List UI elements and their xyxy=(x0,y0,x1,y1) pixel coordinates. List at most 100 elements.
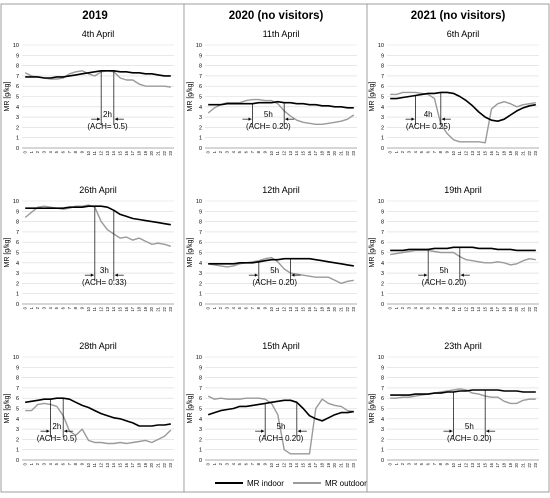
y-tick-label: 8 xyxy=(199,376,202,382)
annotation-ach: (ACH= 0.20) xyxy=(422,278,467,287)
y-tick-label: 2 xyxy=(381,281,384,287)
legend-label-indoor: MR indoor xyxy=(247,479,284,488)
x-tick-label: 0 xyxy=(388,462,393,465)
x-tick-label: 11 xyxy=(275,150,280,155)
annotation-duration: 5h xyxy=(465,422,474,431)
x-tick-label: 19 xyxy=(143,150,148,155)
x-tick-label: 1 xyxy=(394,150,399,153)
x-tick-label: 19 xyxy=(508,306,513,311)
x-tick-label: 6 xyxy=(61,150,66,153)
y-tick-label: 0 xyxy=(199,458,202,464)
x-tick-label: 8 xyxy=(256,462,261,465)
x-tick-label: 10 xyxy=(269,306,274,311)
x-tick-label: 8 xyxy=(256,150,261,153)
legend: MR indoor MR outdoor xyxy=(215,479,367,488)
x-tick-label: 2 xyxy=(400,306,405,309)
x-tick-label: 20 xyxy=(514,150,519,155)
annotation-duration: 5h xyxy=(264,110,273,119)
x-tick-label: 22 xyxy=(162,306,167,311)
annotation-arrowhead xyxy=(411,117,415,121)
x-tick-label: 3 xyxy=(225,150,230,153)
x-tick-label: 0 xyxy=(206,462,211,465)
y-tick-label: 5 xyxy=(199,407,202,413)
x-tick-label: 16 xyxy=(124,462,129,467)
annotation-ach: (ACH= 0.33) xyxy=(82,278,127,287)
x-tick-label: 9 xyxy=(263,306,268,309)
x-tick-label: 22 xyxy=(527,306,532,311)
x-tick-label: 3 xyxy=(225,462,230,465)
y-tick-label: 2 xyxy=(16,125,19,131)
x-tick-label: 3 xyxy=(42,462,47,465)
y-tick-label: 9 xyxy=(16,365,19,371)
series-line-indoor xyxy=(390,91,536,122)
x-tick-label: 11 xyxy=(92,150,97,155)
x-tick-label: 21 xyxy=(521,150,526,155)
x-tick-label: 20 xyxy=(332,462,337,467)
x-tick-label: 20 xyxy=(514,462,519,467)
x-tick-label: 14 xyxy=(294,150,299,155)
y-tick-label: 8 xyxy=(199,64,202,70)
x-tick-label: 9 xyxy=(445,462,450,465)
y-axis-label: MR [g/kg] xyxy=(4,81,11,111)
x-tick-label: 10 xyxy=(451,462,456,467)
y-tick-label: 0 xyxy=(381,146,384,152)
annotation-ach: (ACH= 0.20) xyxy=(447,434,492,443)
y-tick-label: 9 xyxy=(381,365,384,371)
x-tick-label: 10 xyxy=(269,150,274,155)
y-tick-label: 9 xyxy=(16,53,19,59)
y-tick-label: 0 xyxy=(16,302,19,308)
y-tick-label: 4 xyxy=(16,261,19,267)
x-tick-label: 6 xyxy=(244,306,249,309)
y-axis-label: MR [g/kg] xyxy=(369,393,376,423)
series-line-outdoor xyxy=(208,256,354,285)
x-tick-label: 22 xyxy=(345,306,350,311)
y-tick-label: 5 xyxy=(199,251,202,257)
x-tick-label: 2 xyxy=(218,462,223,465)
x-tick-label: 2 xyxy=(35,306,40,309)
figure-border xyxy=(0,3,550,493)
x-tick-label: 5 xyxy=(54,150,59,153)
x-tick-label: 21 xyxy=(156,462,161,467)
x-tick-label: 13 xyxy=(470,306,475,311)
x-tick-label: 16 xyxy=(124,150,129,155)
x-tick-label: 22 xyxy=(527,150,532,155)
x-tick-label: 8 xyxy=(73,306,78,309)
x-tick-label: 22 xyxy=(162,462,167,467)
x-tick-label: 13 xyxy=(288,462,293,467)
x-tick-label: 15 xyxy=(301,306,306,311)
y-tick-label: 10 xyxy=(378,43,384,49)
x-tick-label: 23 xyxy=(533,462,538,467)
x-tick-label: 7 xyxy=(67,462,72,465)
y-axis-label: MR [g/kg] xyxy=(187,81,194,111)
x-tick-label: 23 xyxy=(533,306,538,311)
annotation-arrowhead xyxy=(114,273,118,277)
x-tick-label: 20 xyxy=(149,150,154,155)
column-header-2021: 2021 (no visitors) xyxy=(411,10,506,22)
x-tick-label: 4 xyxy=(413,462,418,465)
x-tick-label: 3 xyxy=(42,150,47,153)
series-line-outdoor xyxy=(390,388,536,405)
y-tick-label: 6 xyxy=(381,84,384,90)
x-tick-label: 21 xyxy=(156,150,161,155)
x-tick-label: 22 xyxy=(527,462,532,467)
y-tick-label: 4 xyxy=(381,261,384,267)
x-tick-label: 18 xyxy=(137,150,142,155)
y-tick-label: 5 xyxy=(381,251,384,257)
y-tick-label: 4 xyxy=(199,261,202,267)
x-tick-label: 1 xyxy=(212,462,217,465)
x-tick-label: 18 xyxy=(502,462,507,467)
x-tick-label: 19 xyxy=(508,150,513,155)
annotation-ach: (ACH= 0.20) xyxy=(259,434,304,443)
series-line-outdoor xyxy=(25,402,172,445)
x-tick-label: 9 xyxy=(263,462,268,465)
y-tick-label: 0 xyxy=(199,146,202,152)
y-axis-label: MR [g/kg] xyxy=(369,237,376,267)
x-tick-label: 18 xyxy=(502,306,507,311)
annotation-ach: (ACH= 0.20) xyxy=(246,122,291,131)
x-tick-label: 23 xyxy=(168,306,173,311)
y-tick-label: 3 xyxy=(16,271,19,277)
x-tick-label: 21 xyxy=(521,462,526,467)
